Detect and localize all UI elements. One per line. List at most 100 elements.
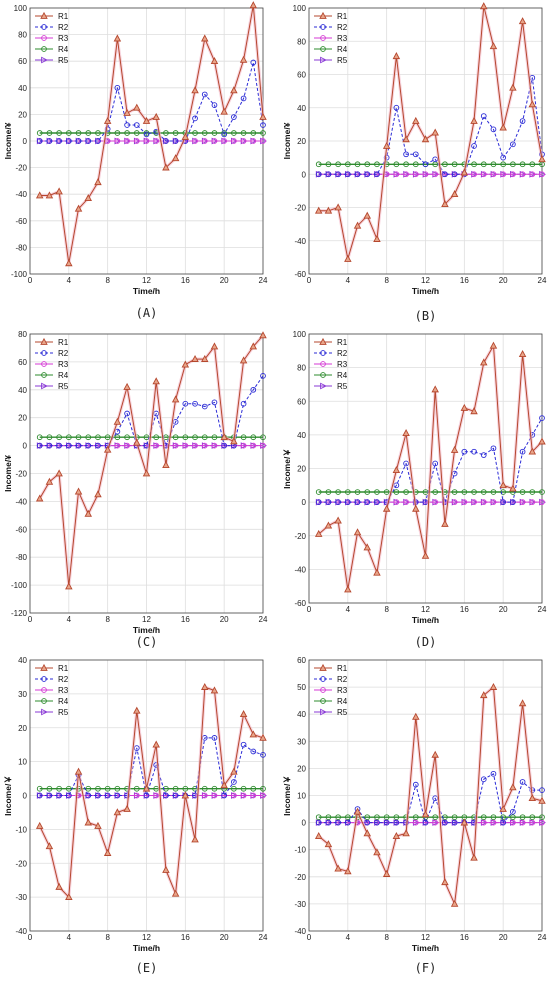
legend: R1 R2 R3 R4 R5 [314, 337, 348, 391]
y-axis-label: Income/¥ [3, 122, 13, 159]
data-point-r2 [500, 154, 507, 161]
data-point-r1 [210, 686, 219, 694]
data-point-r1 [421, 135, 430, 143]
data-point-r4 [46, 130, 53, 136]
data-point-r4 [335, 489, 341, 495]
y-tick-label: 40 [297, 431, 306, 440]
legend-label-r1: R1 [337, 664, 348, 673]
data-point-r1 [344, 254, 352, 262]
data-point-r2 [335, 819, 341, 826]
legend-label-r3: R3 [337, 34, 348, 43]
data-point-r4 [231, 785, 237, 792]
y-tick-label: 20 [18, 110, 27, 119]
data-point-r2 [46, 792, 53, 799]
data-point-r2 [65, 138, 72, 144]
y-tick-label: 40 [18, 84, 27, 93]
x-tick-label: 16 [181, 276, 190, 285]
data-point-r3 [260, 138, 266, 144]
data-point-r1 [239, 710, 248, 718]
data-point-r1 [324, 521, 333, 529]
data-point-r1 [113, 808, 122, 816]
data-point-r1 [191, 86, 199, 94]
data-point-r2 [374, 819, 380, 826]
x-tick-label: 4 [346, 605, 351, 614]
x-tick-label: 12 [421, 276, 430, 285]
data-point-r1 [249, 342, 258, 350]
data-point-r4 [374, 161, 380, 168]
x-axis-label: Time/h [133, 625, 160, 635]
data-point-r2 [95, 792, 101, 799]
data-point-r1 [460, 168, 469, 176]
data-point-r3 [124, 442, 130, 449]
data-point-r3 [451, 499, 458, 505]
y-tick-label: 100 [14, 4, 28, 13]
data-point-r4 [442, 161, 448, 168]
data-point-r1 [499, 804, 507, 812]
data-point-r1 [152, 740, 160, 748]
legend: R1 R2 R3 R4 R5 [314, 11, 348, 65]
legend-label-r4: R4 [337, 371, 348, 380]
data-point-r2 [211, 102, 218, 108]
data-point-r3 [403, 499, 409, 505]
data-point-r2 [325, 171, 332, 178]
chart-panel-d: 0 4 8 12 16 20 24 -60 -40 -20 0 20 40 60 80 100 Time/h In… [282, 330, 547, 649]
data-point-r4 [95, 130, 101, 136]
data-point-r1 [65, 582, 73, 590]
data-point-r4 [335, 814, 341, 821]
data-point-r4 [510, 814, 516, 821]
data-point-r4 [46, 785, 53, 792]
x-tick-label: 24 [259, 615, 268, 624]
data-point-r4 [403, 161, 409, 168]
data-point-r2 [490, 126, 497, 133]
data-point-r3 [153, 442, 160, 449]
legend: R1 R2 R3 R4 R5 [35, 11, 69, 65]
x-tick-label: 0 [28, 615, 33, 624]
y-tick-label: 20 [18, 414, 27, 423]
data-point-r2 [56, 138, 62, 144]
data-point-r3 [192, 442, 198, 449]
legend-label-r4: R4 [58, 697, 69, 706]
data-point-r1 [334, 864, 342, 872]
data-point-r2 [335, 171, 341, 178]
data-point-r2 [124, 410, 130, 417]
data-point-r1 [249, 1, 258, 9]
data-point-r1 [171, 889, 180, 897]
data-point-r1 [479, 2, 488, 10]
y-tick-label: 40 [18, 386, 27, 395]
legend-label-r2: R2 [58, 23, 69, 32]
data-point-r4 [182, 434, 189, 441]
data-point-r1 [509, 484, 517, 492]
data-point-r2 [231, 114, 237, 120]
data-point-r1 [314, 831, 323, 839]
legend-label-r2: R2 [337, 349, 348, 358]
x-tick-label: 24 [538, 605, 547, 614]
x-tick-label: 0 [307, 276, 312, 285]
y-tick-label: 20 [297, 465, 306, 474]
data-point-r1 [353, 221, 362, 229]
data-point-r1 [94, 178, 102, 186]
series-r2 [36, 59, 266, 144]
data-point-r2 [56, 442, 62, 449]
x-tick-label: 4 [67, 933, 72, 942]
data-point-r1 [191, 835, 199, 843]
data-point-r2 [519, 779, 526, 785]
data-point-r1 [382, 504, 391, 512]
y-tick-label: -60 [15, 525, 27, 534]
data-point-r4 [260, 434, 266, 441]
data-point-r2 [114, 792, 121, 799]
data-point-r3 [519, 499, 526, 505]
data-point-r2 [133, 122, 140, 128]
data-point-r3 [250, 792, 257, 799]
data-point-r3 [192, 138, 198, 144]
data-point-r2 [124, 122, 130, 128]
data-point-r4 [529, 489, 536, 495]
data-point-r1 [133, 706, 141, 714]
legend-label-r4: R4 [58, 371, 69, 380]
data-point-r4 [85, 785, 92, 792]
data-point-r1 [479, 691, 488, 699]
data-point-r5 [320, 382, 328, 390]
data-point-r1 [363, 543, 372, 551]
series-r1 [35, 331, 267, 590]
data-point-r2 [211, 399, 218, 406]
